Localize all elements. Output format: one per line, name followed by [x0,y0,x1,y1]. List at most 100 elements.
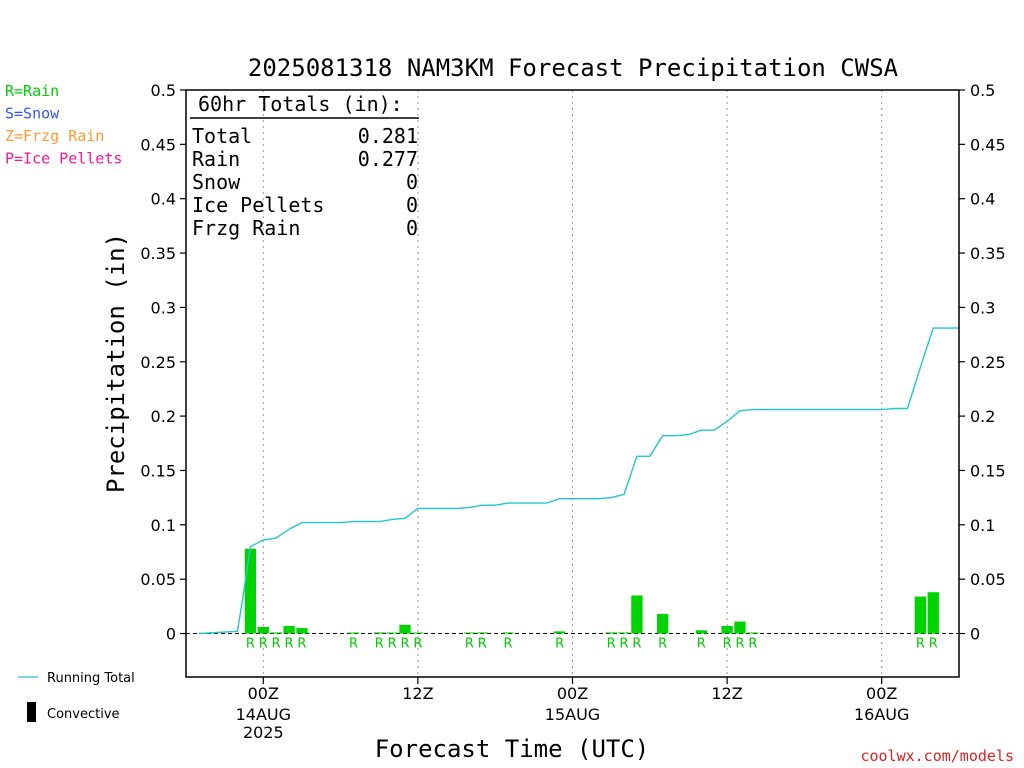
bar-type-label-16: R [632,637,641,652]
bar-type-label-19: R [723,637,732,652]
precip-bar-23 [927,592,939,634]
totals-row-label-2: Snow [192,170,241,194]
precip-bar-17 [657,613,669,634]
precip-bar-0 [244,548,257,634]
precip-bar-12 [502,632,514,634]
precip-bar-11 [476,632,488,634]
type-legend-item-1: S=Snow [5,105,60,123]
bar-type-label-3: R [285,637,294,652]
bar-type-label-0: R [246,637,255,652]
y-tick-label-left: 0.3 [151,298,176,317]
y-tick-label-left: 0.5 [151,81,176,100]
y-tick-label-left: 0.05 [140,570,176,589]
y-tick-label-right: 0.05 [970,570,1006,589]
running-total-line [198,327,959,635]
x-tick-date-2: 15AUG [545,705,600,724]
bar-type-label-15: R [620,637,629,652]
bar-type-label-8: R [400,637,409,652]
precip-bar-4 [296,628,308,634]
y-axis-label: Precipitation (in) [102,233,130,493]
bar-type-label-7: R [388,637,397,652]
y-tick-label-left: 0.45 [140,135,176,154]
x-tick-label-3: 12Z [711,684,742,703]
precip-bar-19 [721,625,733,634]
x-axis-label: Forecast Time (UTC) [375,735,650,763]
y-tick-label-right: 0.45 [970,135,1006,154]
bar-type-label-14: R [607,637,616,652]
bar-type-label-2: R [272,637,281,652]
x-tick-year-0: 2025 [243,723,284,742]
totals-row-label-1: Rain [192,147,240,171]
precip-bar-21 [747,632,759,634]
precip-bar-2 [270,632,282,634]
type-legend-item-3: P=Ice Pellets [5,150,122,168]
convective-legend-label: Convective [47,707,120,722]
totals-row-value-4: 0 [406,216,418,240]
totals-rows: Total 0.281 Rain 0.277 Snow 0 Ice Pellets 0 Frzg… [192,124,418,240]
y-tick-label-right: 0.15 [970,461,1006,480]
y-tick-label-left: 0.2 [151,407,176,426]
precip-bar-14 [605,632,617,634]
totals-row-value-1: 0.277 [358,147,418,171]
bar-type-label-4: R [297,637,306,652]
precip-bar-13 [553,631,566,634]
y-tick-label-left: 0.25 [140,353,176,372]
y-tick-label-right: 0.3 [970,298,995,317]
totals-row-value-2: 0 [406,170,418,194]
bar-type-label-21: R [748,637,757,652]
type-legend-item-0: R=Rain [5,82,59,100]
x-tick-label-1: 12Z [402,684,433,703]
totals-row-value-0: 0.281 [358,124,418,148]
running-total-legend-label: Running Total [47,671,135,686]
bar-type-label-9: R [413,637,422,652]
precip-bar-20 [734,621,746,634]
precip-bar-6 [373,632,385,634]
y-axis-left: 0 0.05 0.1 0.15 0.2 0.25 0.3 0.35 0.4 0.45 0.5 [140,81,186,644]
precip-bar-16 [631,595,643,634]
totals-row-value-3: 0 [406,193,418,217]
bar-type-label-10: R [465,637,474,652]
bar-type-label-18: R [697,637,706,652]
x-tick-label-2: 00Z [557,684,588,703]
x-tick-label-4: 00Z [866,684,897,703]
bar-type-label-1: R [259,637,268,652]
bar-type-label-6: R [375,637,384,652]
y-tick-label-right: 0.35 [970,244,1006,263]
watermark: coolwx.com/models [860,747,1014,765]
type-legend-item-2: Z=Frzg Rain [5,127,104,145]
x-tick-date-4: 16AUG [854,705,909,724]
totals-row-label-3: Ice Pellets [192,193,324,217]
totals-heading: 60hr Totals (in): [198,92,403,116]
y-tick-label-left: 0 [166,625,176,644]
precip-bar-1 [257,626,269,634]
bar-type-label-11: R [478,637,487,652]
grid-layer [186,90,959,677]
y-tick-label-right: 0.1 [970,516,995,535]
bar-type-label-5: R [349,637,358,652]
bar-type-label-12: R [504,637,513,652]
convective-legend-swatch [27,702,36,722]
precip-bar-18 [695,630,707,634]
precip-bar-15 [618,632,630,634]
bar-type-label-22: R [916,637,925,652]
totals-row-label-0: Total [192,124,252,148]
precip-bar-3 [283,625,295,634]
x-tick-date-0: 14AUG [236,705,291,724]
line-layer [198,327,959,635]
y-tick-label-left: 0.1 [151,516,176,535]
bar-type-label-23: R [929,637,938,652]
type-legend: R=Rain S=Snow Z=Frzg Rain P=Ice Pellets [5,82,122,168]
chart-title: 2025081318 NAM3KM Forecast Precipitation… [248,54,899,82]
precip-bar-5 [347,632,360,634]
precip-bar-22 [914,596,926,634]
precip-bar-8 [399,624,411,634]
y-tick-label-left: 0.15 [140,461,176,480]
bar-layer [244,548,939,634]
precip-bar-7 [386,632,398,634]
x-tick-label-0: 00Z [248,684,279,703]
bar-type-label-17: R [658,637,667,652]
